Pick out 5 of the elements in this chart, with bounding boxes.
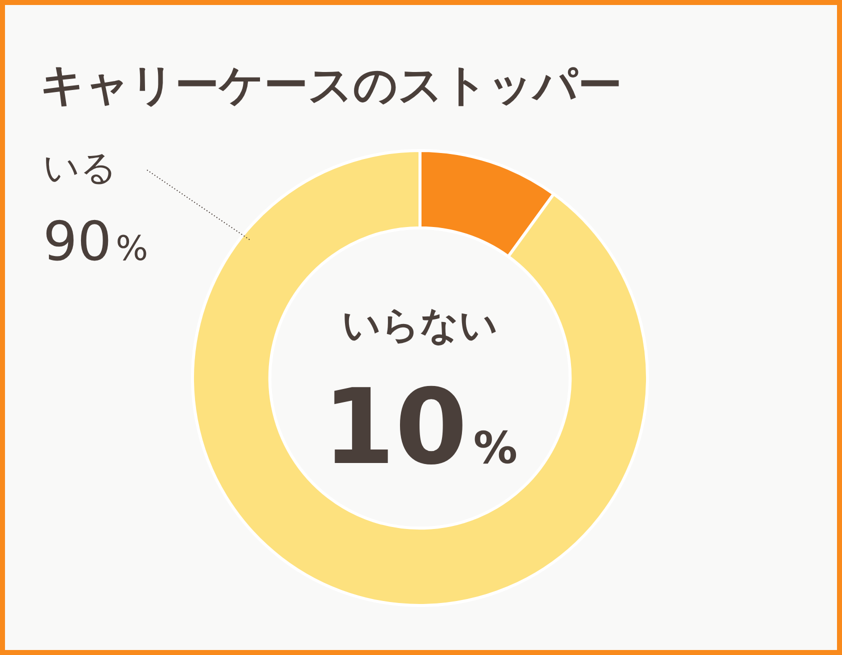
data-label: 10% [322, 366, 518, 488]
slice-label: いる [43, 148, 117, 189]
data-label: 90% [43, 210, 148, 273]
chart-title: キャリーケースのストッパー [40, 60, 622, 111]
slice-label: いらない [342, 303, 498, 347]
